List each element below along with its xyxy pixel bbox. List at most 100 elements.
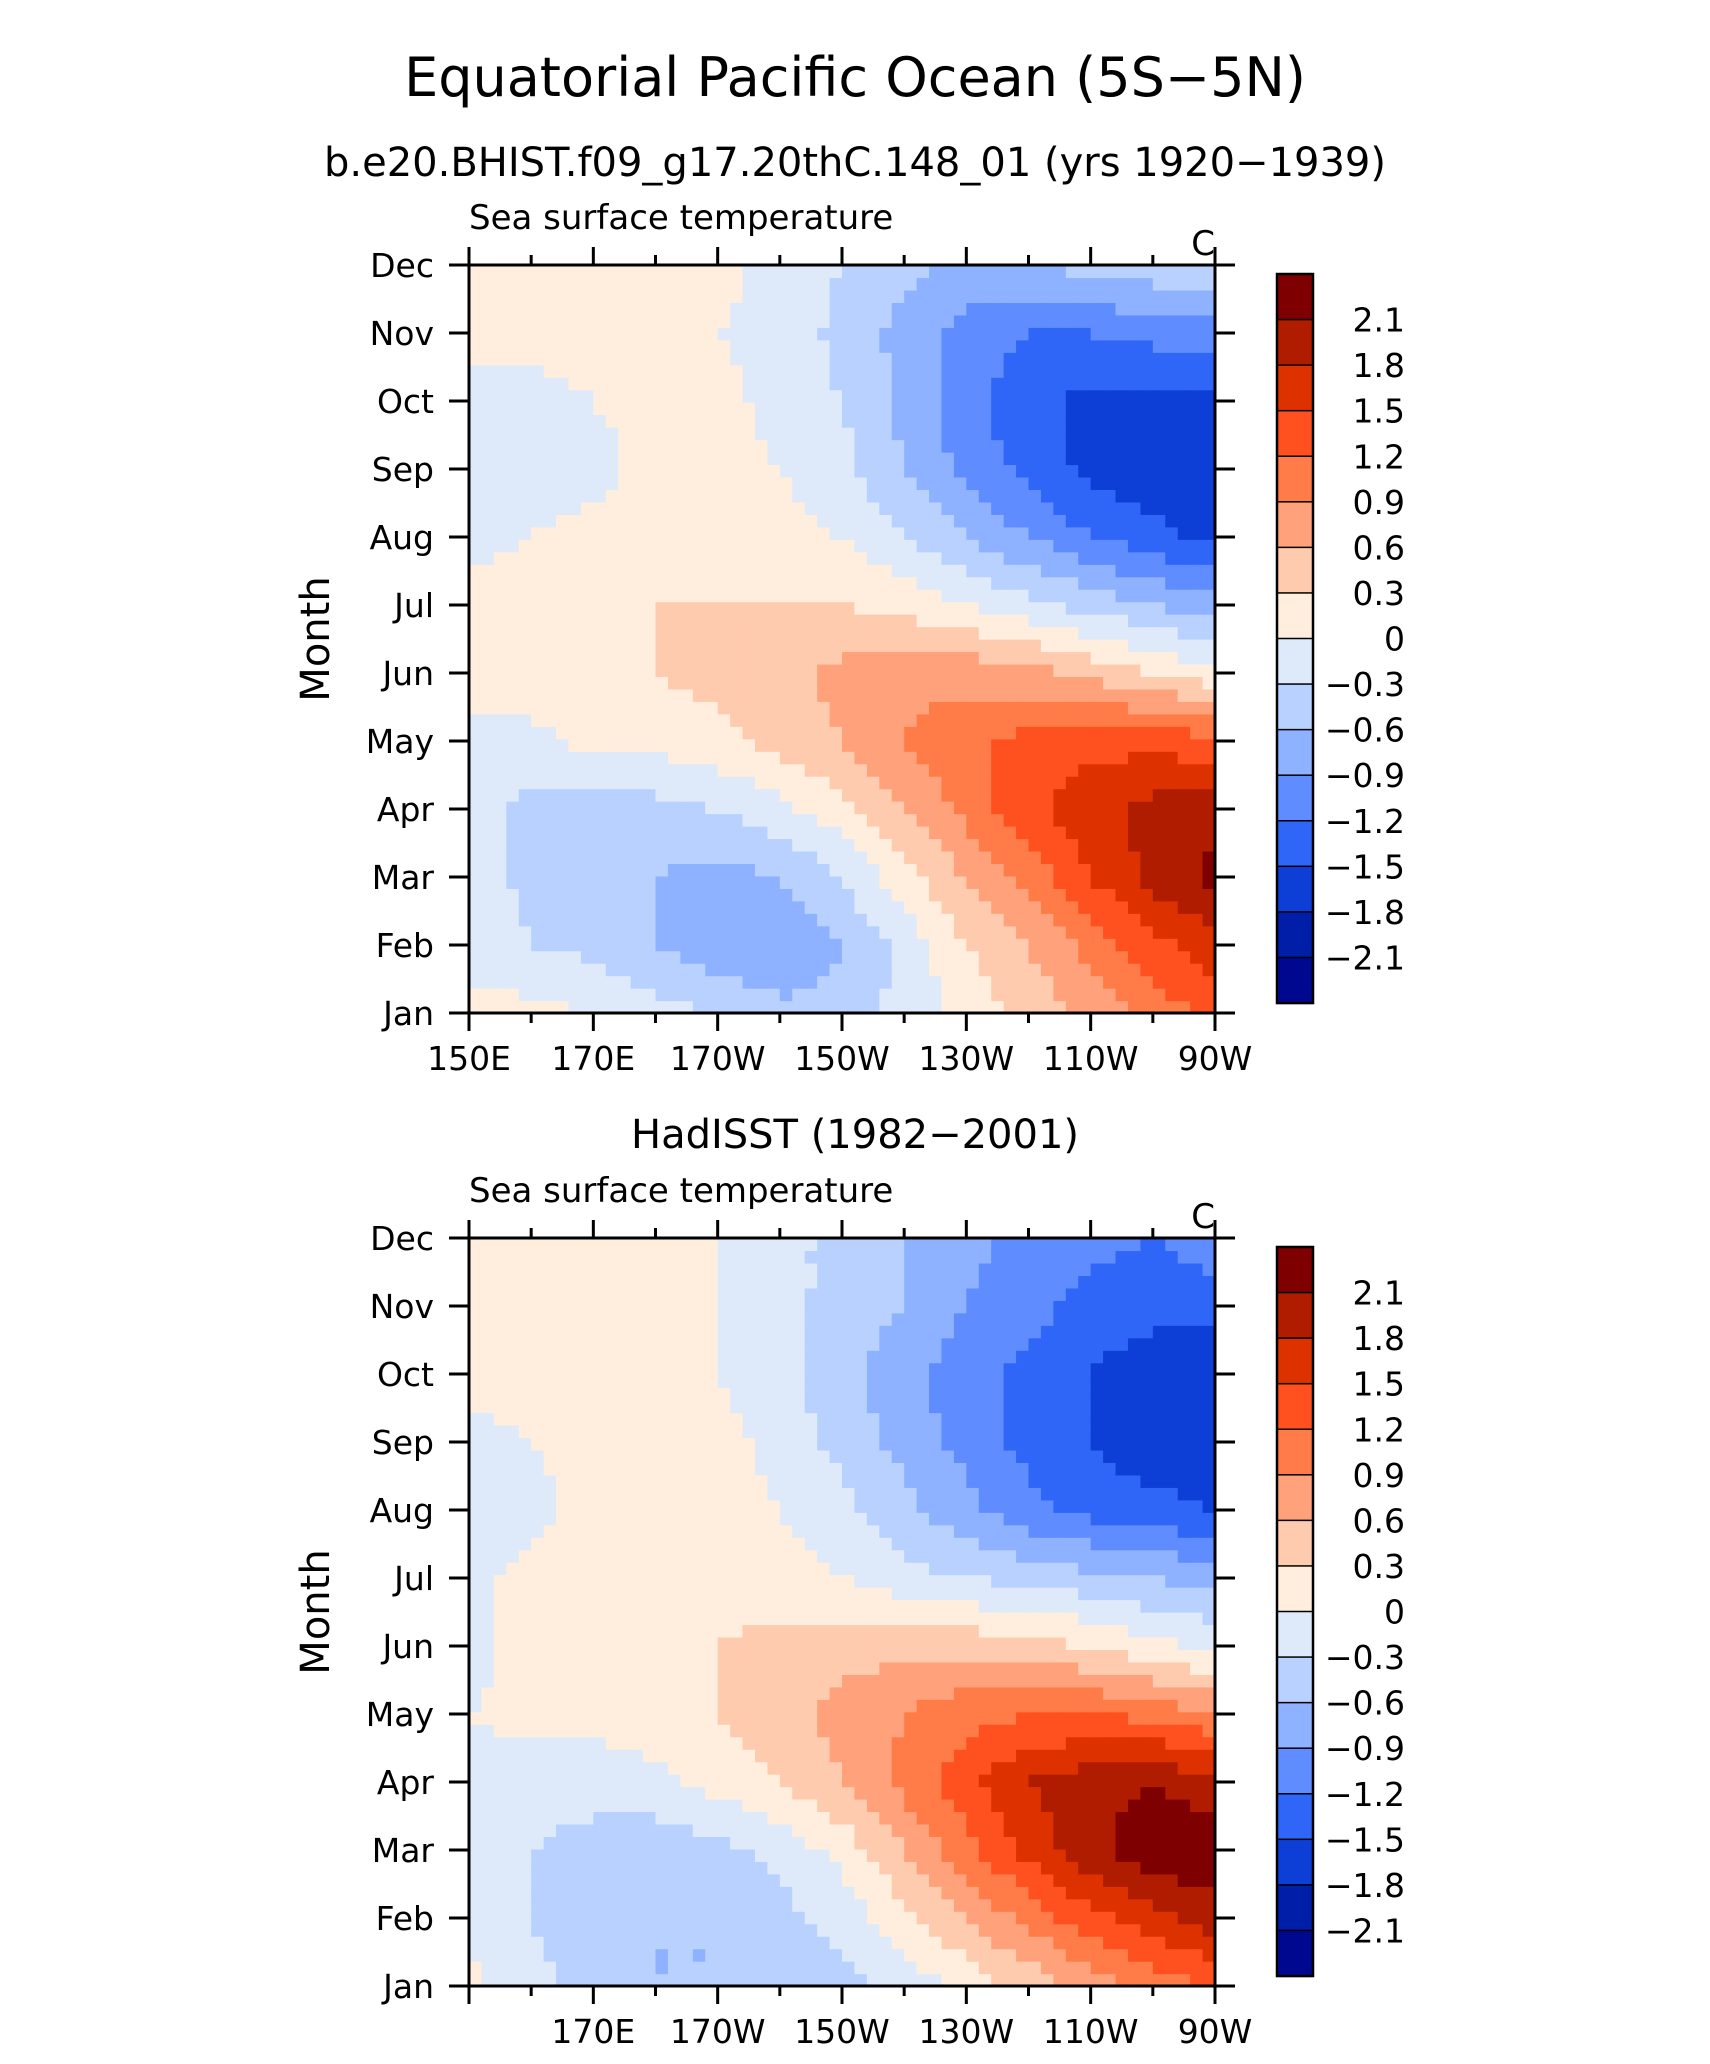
heatmap-cell <box>1128 689 1141 702</box>
heatmap-cell <box>1178 265 1191 278</box>
heatmap-cell <box>581 290 594 303</box>
heatmap-cell <box>494 926 507 939</box>
heatmap-cell <box>991 464 1004 477</box>
heatmap-cell <box>1190 876 1203 889</box>
heatmap-cell <box>1103 1724 1116 1737</box>
heatmap-cell <box>593 876 606 889</box>
heatmap-cell <box>1190 452 1203 465</box>
heatmap-cell <box>1103 290 1116 303</box>
heatmap-cell <box>1103 926 1116 939</box>
heatmap-cell <box>718 1911 731 1924</box>
heatmap-cell <box>1153 863 1166 876</box>
heatmap-cell <box>1153 415 1166 428</box>
heatmap-cell <box>730 888 743 901</box>
heatmap-cell <box>1103 577 1116 590</box>
heatmap-cell <box>693 876 706 889</box>
heatmap-cell <box>556 1949 569 1962</box>
heatmap-cell <box>917 739 930 752</box>
heatmap-cell <box>780 676 793 689</box>
heatmap-cell <box>830 951 843 964</box>
heatmap-cell <box>531 826 544 839</box>
heatmap-cell <box>693 776 706 789</box>
heatmap-cell <box>1116 789 1129 802</box>
heatmap-cell <box>1190 826 1203 839</box>
heatmap-cell <box>966 552 979 565</box>
heatmap-cell <box>854 1861 867 1874</box>
heatmap-cell <box>680 277 693 290</box>
heatmap-cell <box>631 776 644 789</box>
heatmap-cell <box>606 938 619 951</box>
heatmap-cell <box>506 726 519 739</box>
heatmap-cell <box>718 315 731 328</box>
heatmap-cell <box>668 365 681 378</box>
heatmap-cell <box>892 1849 905 1862</box>
heatmap-cell <box>556 340 569 353</box>
heatmap-cell <box>1165 789 1178 802</box>
heatmap-cell <box>780 938 793 951</box>
variable-label: Sea surface temperature <box>469 198 893 238</box>
heatmap-cell <box>917 427 930 440</box>
heatmap-cell <box>854 1737 867 1750</box>
heatmap-cell <box>668 963 681 976</box>
heatmap-cell <box>531 1874 544 1887</box>
heatmap-cell <box>469 402 482 415</box>
heatmap-cell <box>1103 514 1116 527</box>
heatmap-cell <box>966 1961 979 1974</box>
heatmap-cell <box>979 514 992 527</box>
heatmap-cell <box>494 614 507 627</box>
heatmap-cell <box>1091 1811 1104 1824</box>
heatmap-cell <box>842 714 855 727</box>
heatmap-cell <box>593 714 606 727</box>
heatmap-cell <box>469 1961 482 1974</box>
heatmap-cell <box>680 602 693 615</box>
heatmap-cell <box>966 651 979 664</box>
heatmap-cell <box>892 814 905 827</box>
heatmap-cell <box>705 577 718 590</box>
heatmap-cell <box>1103 1899 1116 1912</box>
heatmap-cell <box>867 988 880 1001</box>
heatmap-cell <box>954 876 967 889</box>
heatmap-cell <box>506 1811 519 1824</box>
heatmap-cell <box>979 1899 992 1912</box>
heatmap-cell <box>1078 1799 1091 1812</box>
heatmap-cell <box>1116 1961 1129 1974</box>
heatmap-cell <box>805 1911 818 1924</box>
heatmap-cell <box>705 265 718 278</box>
heatmap-cell <box>1178 1787 1191 1800</box>
heatmap-cell <box>544 1936 557 1949</box>
heatmap-cell <box>743 726 756 739</box>
heatmap-cell <box>1004 913 1017 926</box>
heatmap-cell <box>618 676 631 689</box>
heatmap-cell <box>867 602 880 615</box>
y-tick-label: Oct <box>377 382 434 421</box>
heatmap-cell <box>879 764 892 777</box>
heatmap-cell <box>743 1762 756 1775</box>
heatmap-cell <box>817 1811 830 1824</box>
heatmap-cell <box>494 1811 507 1824</box>
heatmap-cell <box>1165 614 1178 627</box>
heatmap-cell <box>842 365 855 378</box>
heatmap-cell <box>668 1824 681 1837</box>
heatmap-cell <box>755 1762 768 1775</box>
heatmap-cell <box>867 352 880 365</box>
heatmap-cell <box>556 851 569 864</box>
heatmap-cell <box>519 1762 532 1775</box>
heatmap-cell <box>668 539 681 552</box>
heatmap-cell <box>792 1724 805 1737</box>
heatmap-cell <box>966 901 979 914</box>
heatmap-cell <box>556 402 569 415</box>
heatmap-cell <box>606 327 619 340</box>
heatmap-cell <box>693 627 706 640</box>
heatmap-cell <box>1041 1861 1054 1874</box>
heatmap-cell <box>755 1899 768 1912</box>
heatmap-cell <box>755 552 768 565</box>
heatmap-cell <box>991 976 1004 989</box>
heatmap-cell <box>904 539 917 552</box>
heatmap-cell <box>680 851 693 864</box>
heatmap-cell <box>693 1749 706 1762</box>
heatmap-cell <box>593 776 606 789</box>
heatmap-cell <box>854 1949 867 1962</box>
heatmap-cell <box>954 315 967 328</box>
heatmap-cell <box>1103 851 1116 864</box>
heatmap-cell <box>1091 327 1104 340</box>
